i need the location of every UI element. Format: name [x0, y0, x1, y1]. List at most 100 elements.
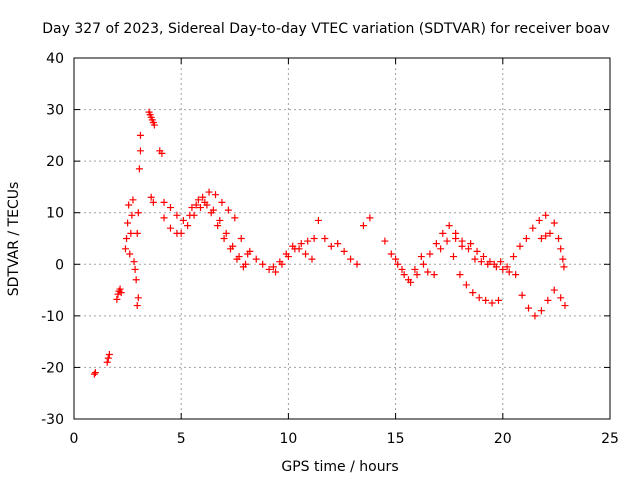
data-point — [400, 271, 408, 279]
data-point — [426, 250, 434, 258]
data-point — [196, 204, 204, 212]
data-point — [121, 245, 129, 253]
series-band-c — [188, 196, 247, 271]
data-point — [531, 312, 539, 320]
series-early — [90, 285, 125, 378]
series-trough — [246, 235, 318, 276]
grid — [74, 58, 610, 419]
data-point — [529, 224, 537, 232]
data-point — [194, 196, 202, 204]
data-point — [117, 289, 125, 297]
data-point — [366, 214, 374, 222]
data-point — [125, 201, 133, 209]
data-point — [387, 250, 395, 258]
data-point — [207, 209, 215, 217]
data-point — [359, 222, 367, 230]
x-axis-label: GPS time / hours — [281, 459, 398, 475]
data-point — [179, 216, 187, 224]
data-point — [297, 240, 305, 248]
data-point — [392, 255, 400, 263]
data-point — [537, 307, 545, 315]
data-point — [327, 242, 335, 250]
data-point — [439, 229, 447, 237]
data-point — [158, 149, 166, 157]
data-point — [417, 253, 425, 261]
x-tick-label: 5 — [177, 431, 186, 447]
series-mid — [269, 214, 374, 271]
data-point — [133, 229, 141, 237]
data-point — [347, 255, 355, 263]
data-points — [90, 108, 569, 378]
data-point — [550, 219, 558, 227]
data-point — [214, 222, 222, 230]
data-point — [135, 165, 143, 173]
data-point — [499, 265, 507, 273]
data-point — [404, 276, 412, 284]
data-point — [114, 290, 122, 298]
data-point — [302, 250, 310, 258]
data-point — [432, 240, 440, 248]
data-point — [542, 232, 550, 240]
data-point — [147, 193, 155, 201]
series-spike — [133, 131, 144, 310]
data-point — [308, 255, 316, 263]
data-point — [482, 296, 490, 304]
data-point — [518, 291, 526, 299]
data-point — [129, 196, 137, 204]
data-point — [411, 265, 419, 273]
data-point — [212, 191, 220, 199]
x-tick-label: 10 — [279, 431, 297, 447]
x-tick-labels: 0 5 10 15 20 25 — [70, 431, 619, 447]
data-point — [394, 260, 402, 268]
data-point — [105, 351, 113, 359]
y-tick-label: 10 — [46, 206, 64, 222]
data-point — [186, 211, 194, 219]
data-point — [276, 258, 284, 266]
data-point — [544, 296, 552, 304]
data-point — [497, 258, 505, 266]
data-point — [166, 204, 174, 212]
data-point — [413, 271, 421, 279]
data-point — [220, 235, 228, 242]
data-point — [104, 354, 112, 362]
data-point — [239, 263, 247, 271]
data-point — [160, 198, 168, 206]
series-late-d — [467, 240, 569, 320]
data-point — [437, 245, 445, 253]
data-point — [116, 285, 124, 293]
data-point — [123, 235, 131, 242]
data-point — [456, 271, 464, 279]
y-tick-label: -20 — [41, 360, 64, 376]
data-point — [259, 260, 267, 268]
data-point — [127, 229, 135, 237]
data-point — [224, 206, 232, 214]
series-band-a — [160, 201, 250, 268]
data-point — [525, 304, 533, 312]
data-point — [160, 214, 168, 222]
data-point — [471, 255, 479, 263]
data-point — [149, 198, 157, 206]
series-peak — [145, 108, 166, 206]
plot-frame — [73, 57, 611, 420]
series-band-b — [160, 188, 252, 258]
data-point — [469, 289, 477, 297]
data-point — [340, 247, 348, 255]
data-point — [480, 253, 488, 261]
data-point — [136, 131, 144, 139]
data-point — [136, 147, 144, 155]
data-point — [557, 294, 565, 302]
data-point — [199, 193, 207, 201]
data-point — [231, 214, 239, 222]
y-tick-label: -30 — [41, 412, 64, 428]
data-point — [467, 240, 475, 248]
data-point — [419, 260, 427, 268]
data-point — [124, 219, 132, 227]
data-point — [516, 242, 524, 250]
data-point — [295, 245, 303, 253]
series-end — [537, 219, 568, 271]
data-point — [334, 240, 342, 248]
data-point — [512, 271, 520, 279]
data-point — [559, 255, 567, 263]
data-point — [246, 247, 254, 255]
data-point — [449, 253, 457, 261]
